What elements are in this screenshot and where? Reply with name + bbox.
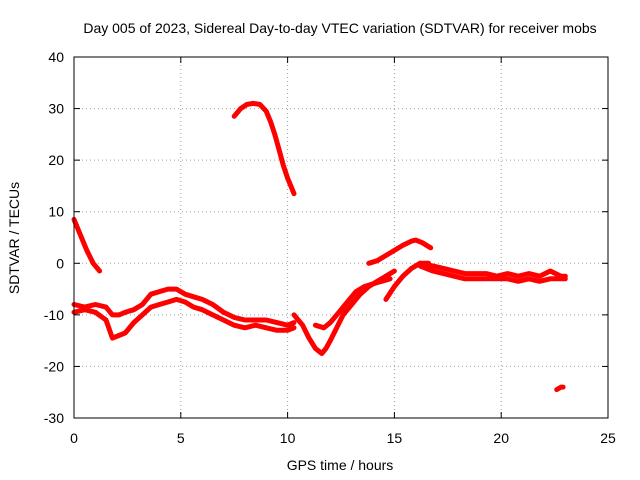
x-tick-label: 15 [387,430,403,446]
series-arc-main-upper [71,286,297,328]
x-tick-label: 25 [600,430,616,446]
series-arc-rise-lower [312,276,393,331]
series-arc-isolated-point [554,384,566,393]
y-axis-label: SDTVAR / TECUs [6,182,22,294]
y-tick-label: 40 [48,49,64,65]
y-tick-label: 10 [48,204,64,220]
axis-ticks: 0 5 10 15 20 25 -30 -20 -10 0 10 20 30 40 [44,49,616,446]
y-tick-label: 0 [56,255,64,271]
y-tick-label: -20 [44,358,64,374]
series-arc-main-lower [71,296,297,341]
x-tick-label: 0 [70,430,78,446]
series-arc-early-descent [71,216,103,274]
data-series [71,100,568,393]
series-arc-plateau-lower [417,263,568,284]
grid [74,57,608,418]
series-arc-second-hump [366,237,434,266]
y-tick-label: -10 [44,307,64,323]
y-tick-label: -30 [44,410,64,426]
y-tick-label: 20 [48,152,64,168]
x-tick-label: 10 [280,430,296,446]
x-tick-label: 20 [493,430,509,446]
chart-title: Day 005 of 2023, Sidereal Day-to-day VTE… [83,20,596,36]
series-arc-plateau-upper [417,260,568,279]
x-tick-label: 5 [177,430,185,446]
x-axis-label: GPS time / hours [287,457,394,473]
plot-frame [73,56,609,419]
y-tick-label: 30 [48,101,64,117]
series-arc-high-hump [231,100,297,197]
